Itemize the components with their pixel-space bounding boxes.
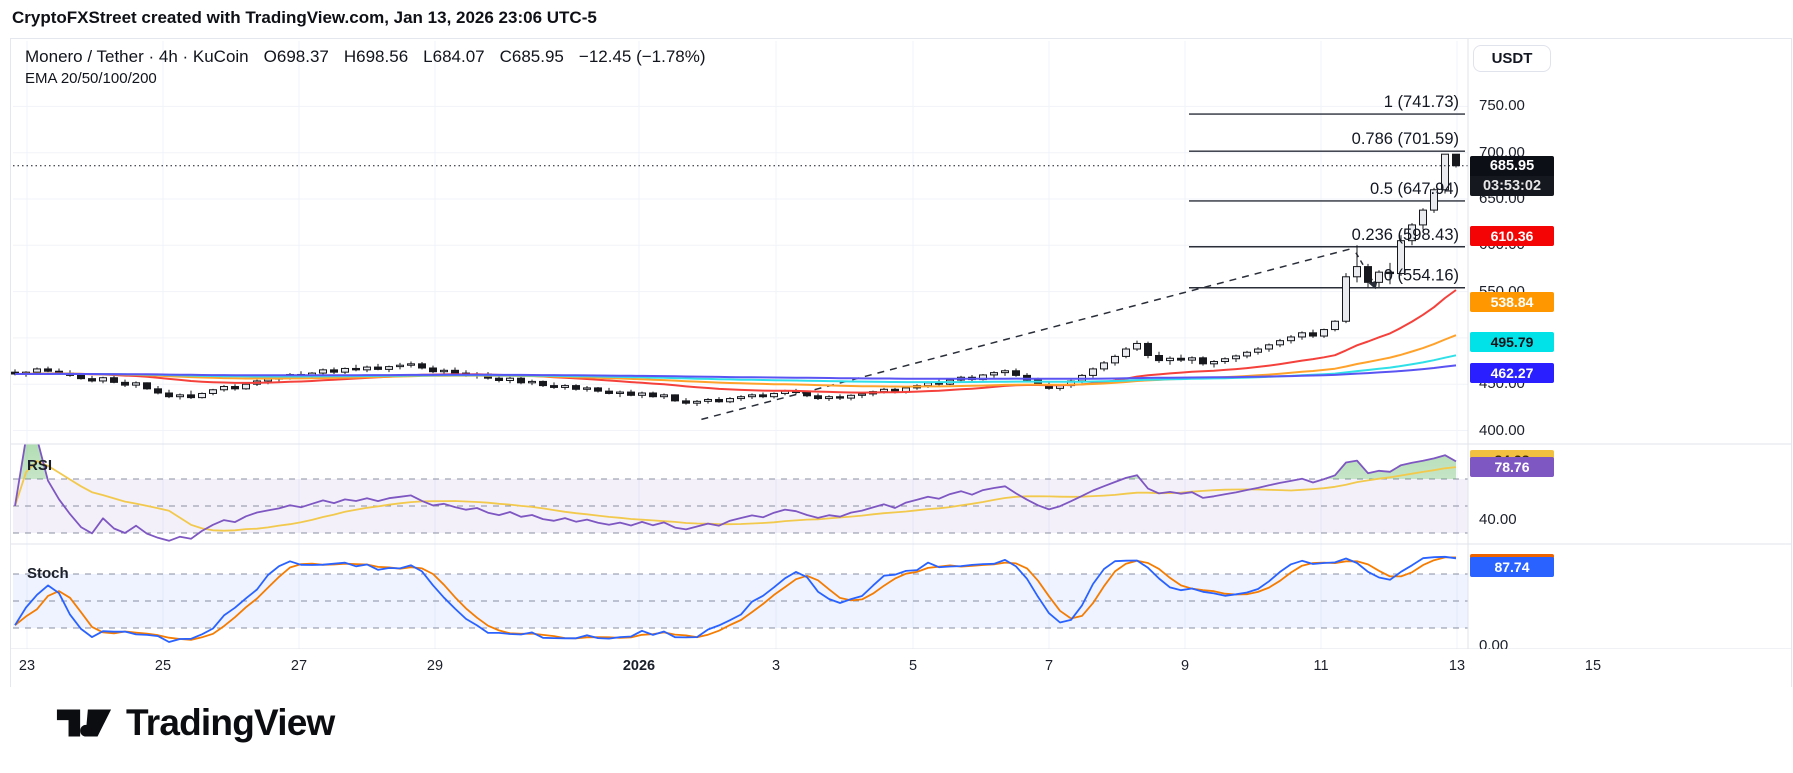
tradingview-logo[interactable]: TradingView	[55, 700, 335, 746]
ohlc-low: L684.07	[423, 47, 485, 66]
fib-level-label: 0.5 (647.94)	[1370, 180, 1459, 198]
price-change: −12.45 (−1.78%)	[578, 47, 706, 66]
rsi-ma-line	[14, 460, 1457, 532]
chart-widget[interactable]: 1 (741.73) 0.786 (701.59) 0.5 (647.94) 0.23…	[10, 38, 1792, 687]
gridlines	[13, 41, 1468, 649]
symbol-title: Monero / Tether · 4h · KuCoin	[25, 47, 249, 66]
stoch-pane[interactable]	[13, 555, 1468, 643]
time-tick: 3	[771, 658, 781, 674]
ema200-line	[15, 364, 1457, 380]
tradingview-logo-text: TradingView	[126, 702, 335, 743]
price-tick: 750.00	[1479, 97, 1525, 115]
time-axis[interactable]: 23 25 27 29 2026 3 5 7 9 11 13 15	[11, 649, 1791, 687]
fib-level-label: 0.786 (701.59)	[1352, 130, 1459, 148]
time-tick: 11	[1313, 658, 1329, 674]
time-tick: 27	[290, 658, 308, 674]
rsi-pane[interactable]	[13, 439, 1468, 542]
chart-canvas[interactable]: 1 (741.73) 0.786 (701.59) 0.5 (647.94) 0.23…	[11, 39, 1791, 687]
time-tick: 23	[18, 658, 36, 674]
dashed-trendline[interactable]	[701, 247, 1378, 421]
time-tick: 9	[1180, 658, 1190, 674]
ohlc-close: C685.95	[499, 47, 564, 66]
time-tick: 25	[154, 658, 172, 674]
time-tick: 2026	[622, 658, 656, 674]
last-price-badge: 685.95 03:53:02	[1470, 155, 1554, 196]
attribution-text: CryptoFXStreet created with TradingView.…	[12, 8, 597, 27]
currency-toggle-button[interactable]: USDT	[1473, 45, 1551, 72]
ohlc-open: O698.37	[263, 47, 329, 66]
tradingview-glyph-icon	[56, 709, 112, 737]
time-tick: 15	[1584, 658, 1602, 674]
time-tick: 13	[1448, 658, 1466, 674]
rsi-value-badge: 78.76	[1470, 457, 1554, 478]
stoch-pane-label: Stoch	[27, 565, 69, 582]
time-tick: 7	[1044, 658, 1054, 674]
ema100-line	[15, 354, 1457, 384]
ema-value-badge: 495.79	[1470, 331, 1554, 352]
time-tick: 5	[908, 658, 918, 674]
ema-value-badge: 610.36	[1470, 225, 1554, 246]
rsi-line	[14, 444, 1457, 542]
last-price-value: 685.95	[1470, 155, 1554, 176]
fib-retracement-lines[interactable]	[1189, 113, 1465, 289]
time-tick: 29	[426, 658, 444, 674]
price-pane[interactable]	[11, 113, 1466, 421]
stoch-k-badge: 87.74	[1470, 557, 1554, 578]
bar-countdown: 03:53:02	[1470, 175, 1554, 196]
fib-level-label: 0 (554.16)	[1384, 267, 1459, 285]
fib-level-label: 0.236 (598.43)	[1352, 226, 1459, 244]
rsi-tick: 40.00	[1479, 510, 1517, 528]
ema20-line	[14, 289, 1457, 394]
ema-indicator-label: EMA 20/50/100/200	[25, 70, 157, 87]
ema-value-badge: 538.84	[1470, 291, 1554, 312]
ema-value-badge: 462.27	[1470, 362, 1554, 383]
stoch-d-line	[14, 556, 1456, 641]
price-tick: 400.00	[1479, 421, 1525, 439]
rsi-pane-label: RSI	[27, 457, 53, 474]
symbol-title-row: Monero / Tether · 4h · KuCoin O698.37 H698…	[25, 47, 721, 67]
stoch-k-line	[14, 555, 1457, 643]
ohlc-high: H698.56	[343, 47, 409, 66]
fib-level-label: 1 (741.73)	[1384, 93, 1459, 111]
